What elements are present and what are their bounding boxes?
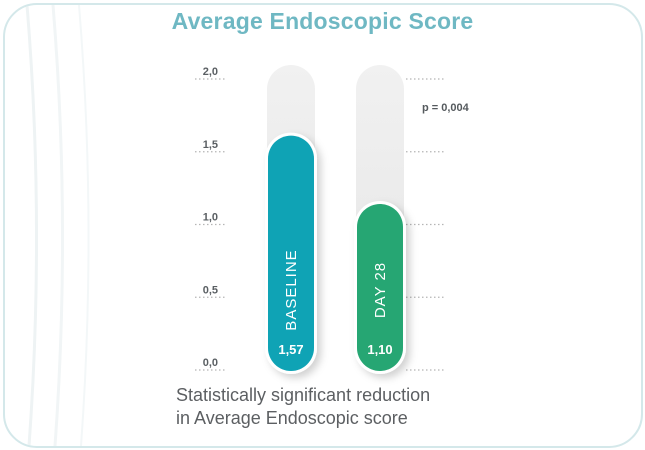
bar-day-28 [357, 203, 403, 371]
chart-card [3, 3, 643, 448]
caption-line-2: in Average Endoscopic score [176, 408, 408, 428]
bars: BASELINE 1,57 DAY 28 1,10 [265, 65, 406, 374]
bar-value-label: 1,57 [278, 342, 303, 357]
caption-line-1: Statistically significant reduction [176, 385, 431, 405]
bar-category-label: DAY 28 [372, 262, 389, 318]
bar-baseline [268, 135, 314, 371]
p-value-annotation: p = 0,004 [422, 102, 469, 114]
caption: Statistically significant reduction in A… [176, 384, 430, 430]
chart-title: Average Endoscopic Score [171, 8, 474, 34]
bar-value-label: 1,10 [367, 342, 392, 357]
y-tick-label: 2,0 [203, 66, 218, 78]
gridlines [195, 78, 446, 371]
y-tick-label: 1,0 [203, 212, 218, 224]
decorative-swoosh [25, 5, 90, 446]
y-tick-label: 0,5 [203, 284, 218, 296]
y-tick-label: 0,0 [203, 357, 218, 369]
y-axis: 0,0 0,5 1,0 1,5 2,0 [203, 66, 218, 369]
bar-category-label: BASELINE [283, 249, 300, 330]
y-tick-label: 1,5 [203, 139, 218, 151]
